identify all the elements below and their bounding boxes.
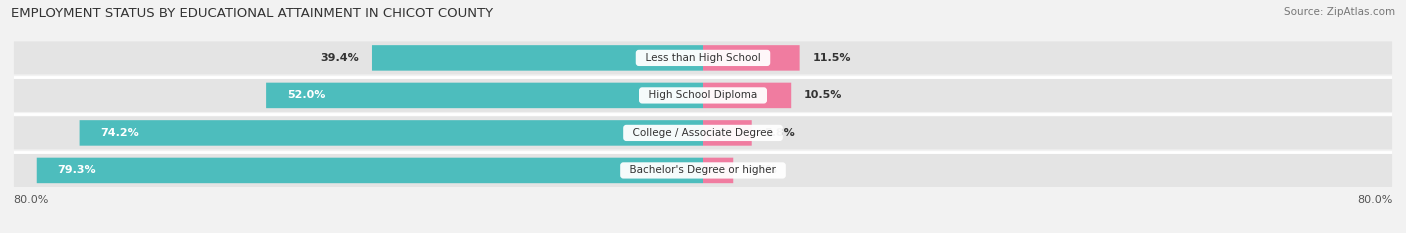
- FancyBboxPatch shape: [266, 83, 703, 108]
- FancyBboxPatch shape: [14, 41, 1392, 74]
- Text: College / Associate Degree: College / Associate Degree: [626, 128, 780, 138]
- Text: 10.5%: 10.5%: [804, 90, 842, 100]
- Text: 5.8%: 5.8%: [765, 128, 794, 138]
- Text: 52.0%: 52.0%: [287, 90, 326, 100]
- FancyBboxPatch shape: [373, 45, 703, 71]
- FancyBboxPatch shape: [703, 83, 792, 108]
- FancyBboxPatch shape: [37, 158, 703, 183]
- FancyBboxPatch shape: [14, 154, 1392, 187]
- FancyBboxPatch shape: [14, 116, 1392, 149]
- Text: Less than High School: Less than High School: [638, 53, 768, 63]
- Text: 79.3%: 79.3%: [58, 165, 97, 175]
- Text: Bachelor's Degree or higher: Bachelor's Degree or higher: [623, 165, 783, 175]
- FancyBboxPatch shape: [703, 158, 734, 183]
- Text: EMPLOYMENT STATUS BY EDUCATIONAL ATTAINMENT IN CHICOT COUNTY: EMPLOYMENT STATUS BY EDUCATIONAL ATTAINM…: [11, 7, 494, 20]
- Text: 11.5%: 11.5%: [813, 53, 851, 63]
- Text: 3.6%: 3.6%: [745, 165, 776, 175]
- FancyBboxPatch shape: [703, 45, 800, 71]
- Text: 74.2%: 74.2%: [101, 128, 139, 138]
- Text: High School Diploma: High School Diploma: [643, 90, 763, 100]
- Text: Source: ZipAtlas.com: Source: ZipAtlas.com: [1284, 7, 1395, 17]
- FancyBboxPatch shape: [80, 120, 703, 146]
- FancyBboxPatch shape: [14, 79, 1392, 112]
- FancyBboxPatch shape: [703, 120, 752, 146]
- Text: 39.4%: 39.4%: [321, 53, 360, 63]
